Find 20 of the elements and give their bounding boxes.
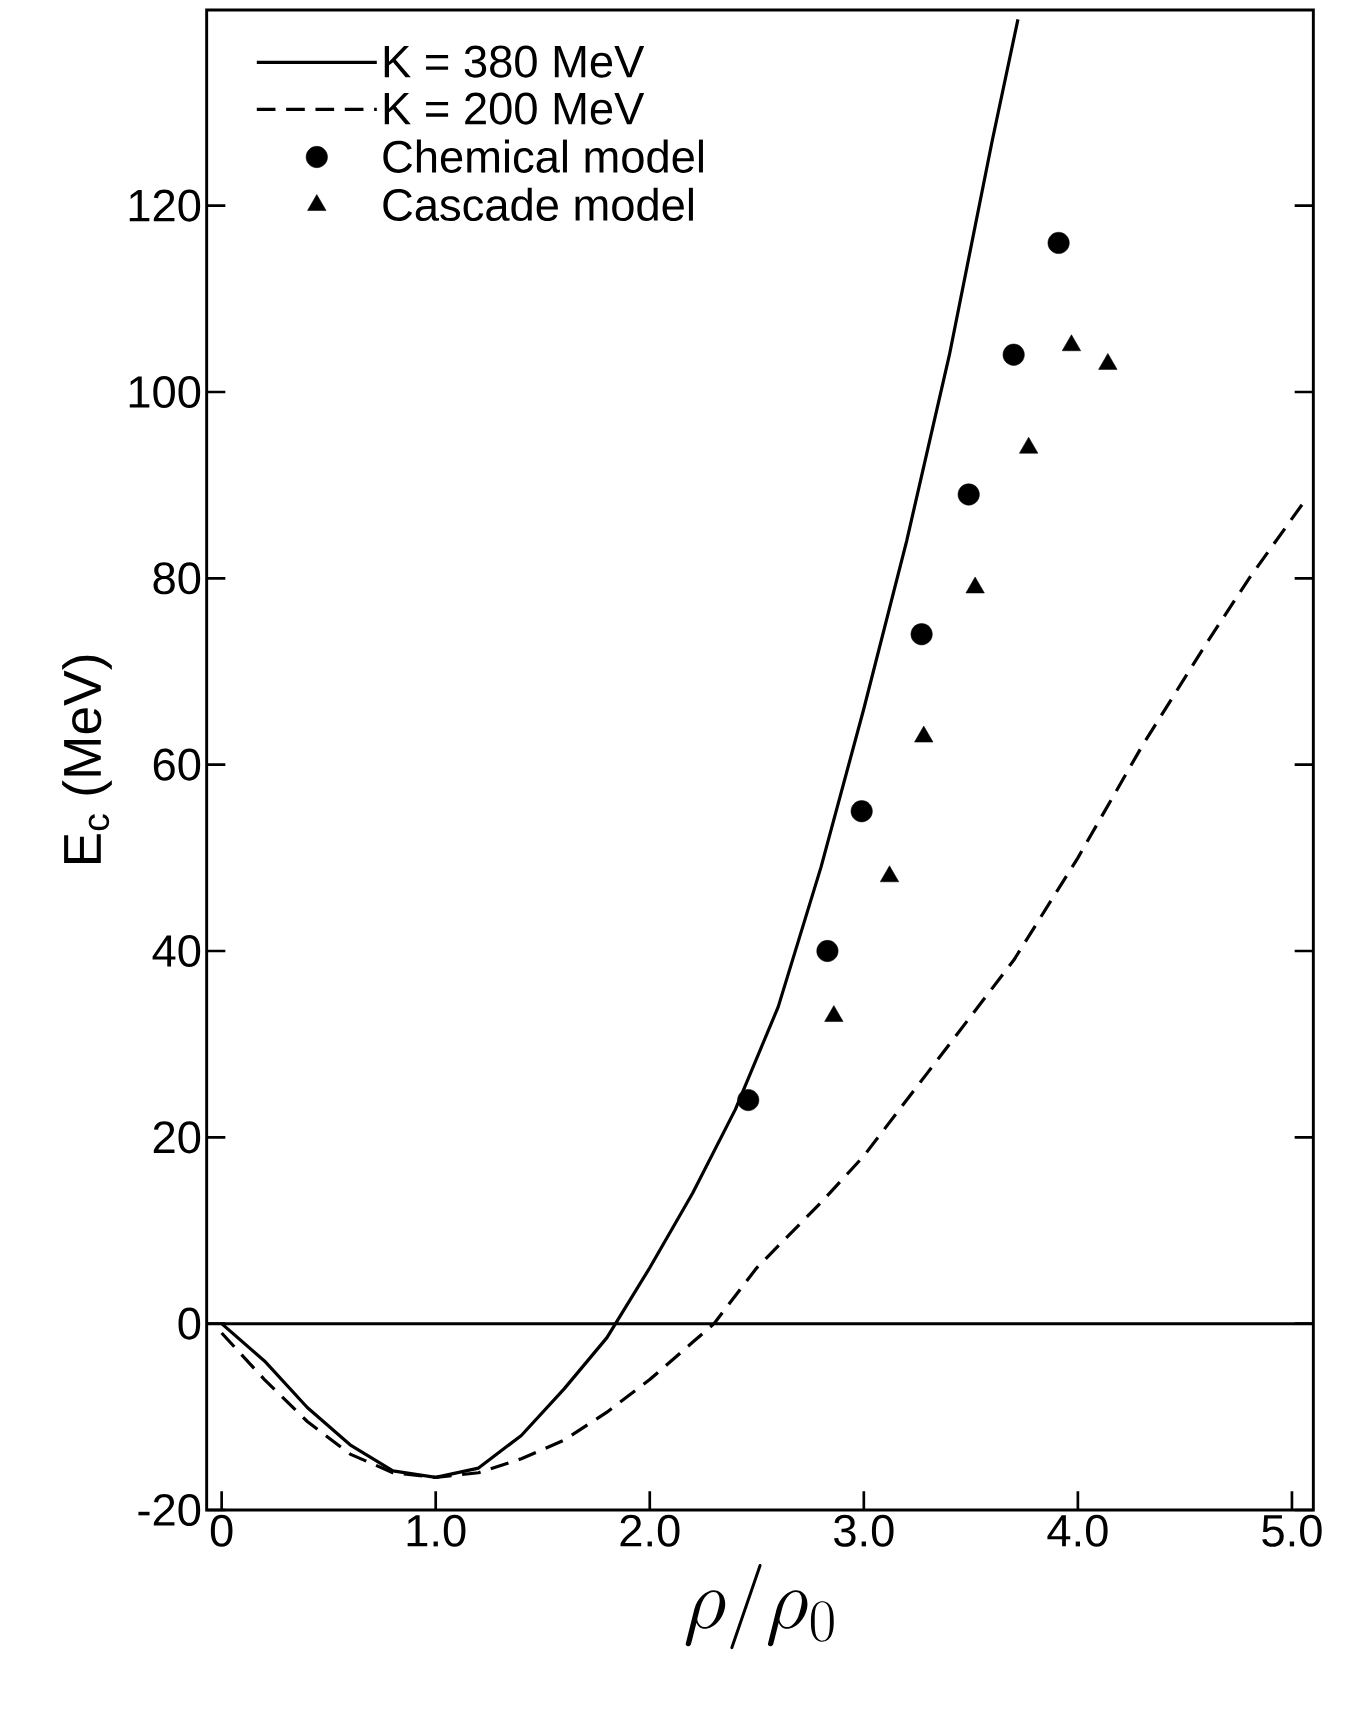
- x-tick-label: 0: [210, 1514, 233, 1547]
- y-tick-label: 60: [153, 748, 201, 781]
- y-tick-label: 120: [129, 189, 201, 222]
- x-tick-label: 2.0: [620, 1514, 680, 1547]
- y-tick-label: 40: [152, 934, 201, 968]
- y-axis-title: E$_{c}$ (MeV): [62, 655, 112, 864]
- legend-label: K = 200 MeV: [384, 92, 645, 125]
- y-tick-label: 80: [153, 562, 201, 595]
- legend-label: K = 380 MeV: [384, 45, 645, 78]
- y-tick-label: 20: [153, 1121, 201, 1154]
- x-tick-label: 1.0: [407, 1514, 466, 1547]
- x-tick-label: 3.0: [834, 1514, 894, 1547]
- x-axis-title: $\rho/\rho_0$: [685, 1563, 834, 1650]
- y-tick-label: 0: [178, 1307, 201, 1340]
- x-tick-label: 4.0: [1047, 1514, 1108, 1547]
- x-tick-label: 5.0: [1262, 1514, 1322, 1547]
- y-tick-label: -20: [138, 1493, 201, 1527]
- legend-label: Chemical model: [383, 139, 703, 173]
- y-tick-label: 100: [129, 375, 201, 409]
- legend-label: Cascade model: [383, 187, 693, 222]
